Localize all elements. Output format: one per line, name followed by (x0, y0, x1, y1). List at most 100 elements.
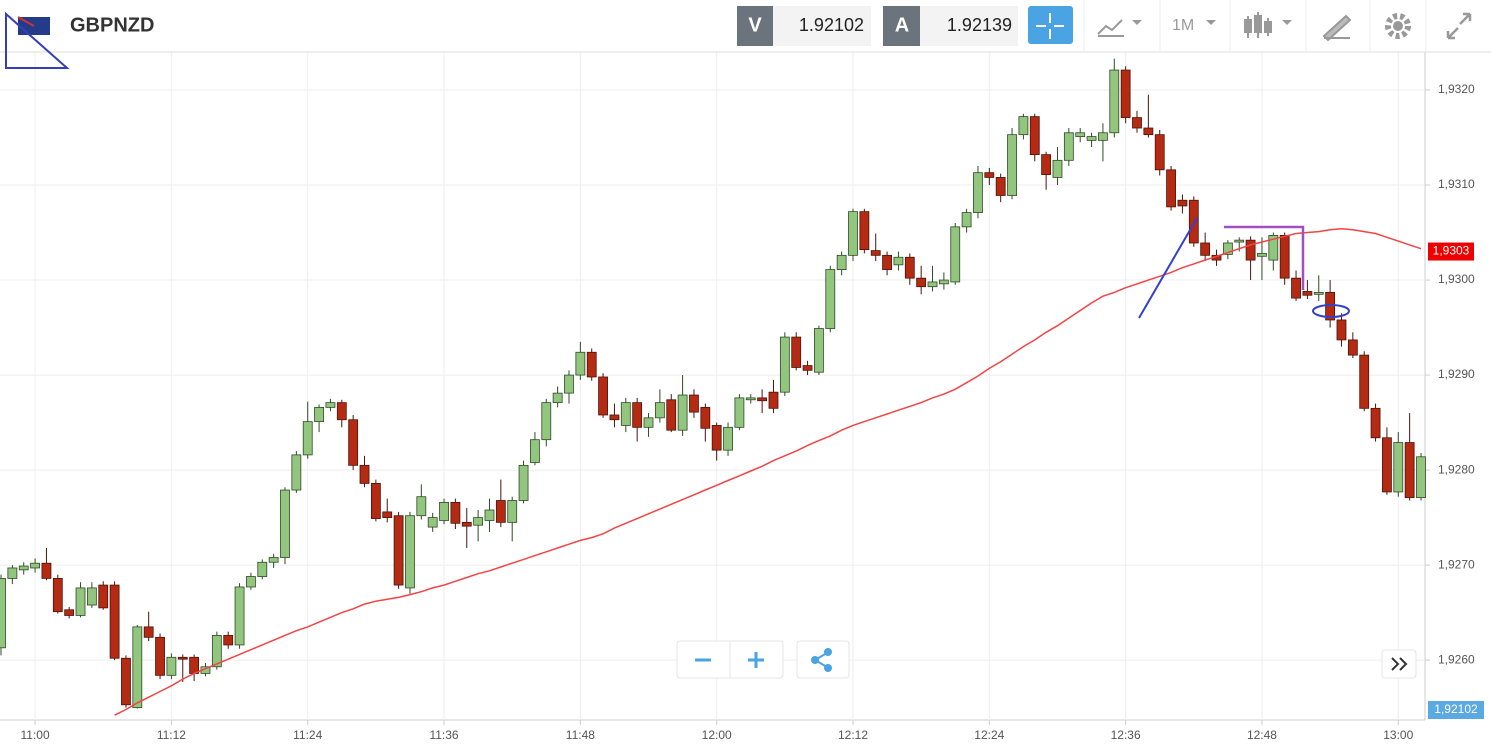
candle-button[interactable] (1244, 12, 1272, 38)
sell-price: 1.92102 (799, 15, 864, 35)
candle-body (211, 635, 222, 668)
symbol: GBPNZD (70, 14, 154, 36)
candle-body (450, 502, 461, 524)
candle-body (0, 578, 6, 649)
candle-body (609, 414, 620, 421)
candle-body (223, 635, 234, 646)
share-icon (824, 648, 832, 656)
buy-button[interactable] (883, 6, 920, 46)
candle-body (1120, 69, 1131, 118)
buy-price: 1.92139 (947, 15, 1012, 35)
share-icon (824, 664, 832, 672)
candle-body (86, 587, 97, 606)
candle-body (143, 626, 154, 638)
candle-body (859, 211, 870, 251)
candle-body (825, 269, 836, 329)
candle-body (1109, 69, 1120, 134)
drawn-line (1138, 217, 1198, 319)
candle-body (586, 351, 597, 378)
candle-body (1007, 134, 1017, 196)
candle-body (109, 584, 120, 659)
candle-body (75, 587, 86, 616)
x-tick-label: 12:36 (1111, 728, 1141, 742)
candle-body (52, 578, 63, 613)
candle-body (484, 509, 495, 521)
crosshair-icon (1036, 13, 1064, 39)
y-tick-label: 1,9300 (1438, 272, 1475, 286)
candle-body (779, 336, 790, 393)
candle-body (870, 250, 881, 256)
x-tick-label: 11:36 (429, 728, 458, 742)
candle-body (64, 609, 75, 616)
candle-body (393, 515, 404, 586)
candle-body (711, 425, 722, 451)
x-tick-label: 12:24 (974, 728, 1004, 742)
candle-body (1166, 169, 1176, 208)
candle-body (1382, 437, 1392, 493)
dropdown-icon (1282, 20, 1292, 25)
candle-body (359, 464, 370, 484)
candle-body (984, 172, 995, 178)
candle-body (7, 567, 18, 579)
candle-body (723, 426, 733, 451)
candle-body (1325, 292, 1336, 321)
candle-body (325, 402, 336, 408)
candle-body (973, 172, 983, 213)
candle-body (302, 421, 313, 456)
price-tag (1428, 242, 1474, 261)
candle-body (177, 656, 188, 660)
moving-average-line (114, 227, 1422, 716)
settings-button[interactable] (1385, 13, 1411, 39)
candle-body (1245, 239, 1256, 261)
y-tick-label: 1,9260 (1438, 652, 1475, 666)
scroll-icon (1391, 657, 1408, 671)
y-tick-label: 1,9310 (1438, 177, 1475, 191)
candle-body (1143, 127, 1154, 136)
candle-body (598, 376, 608, 416)
zoom-in-button[interactable] (748, 652, 764, 668)
share-icon (811, 656, 819, 664)
candle-body (1029, 116, 1040, 156)
y-tick-label: 1,9290 (1438, 367, 1475, 381)
bid-tag (1428, 701, 1484, 719)
candle-body (575, 351, 586, 376)
plot-area: 1,9260 1,9270 1,9280 1,9290 1,9300 1,9310 1,93… (0, 52, 1475, 742)
buy-price-box[interactable] (920, 6, 1018, 46)
buy-label: A (895, 14, 909, 36)
candle-body (1177, 199, 1188, 207)
candle-body (1086, 136, 1097, 141)
flag-icon (17, 16, 35, 27)
candle-body (768, 391, 779, 409)
x-tick-label: 11:24 (293, 728, 322, 742)
candle-body (41, 562, 52, 579)
x-tick-label: 13:00 (1383, 728, 1413, 742)
price-tag-label: 1,9303 (1433, 244, 1470, 258)
candle-body (268, 557, 279, 563)
share-button[interactable] (796, 640, 850, 679)
draw-button[interactable] (1322, 14, 1352, 42)
sell-button[interactable] (737, 6, 773, 46)
candle-body (1222, 242, 1233, 255)
timeframe[interactable]: 1M (1172, 17, 1194, 34)
candle-body (1359, 354, 1370, 409)
fullscreen-button[interactable] (1446, 12, 1472, 40)
sell-price-box[interactable] (773, 6, 871, 46)
candle-body (166, 656, 177, 676)
candle-body (643, 417, 654, 428)
candle-body (155, 636, 165, 676)
candle-body (1313, 292, 1324, 295)
candle-body (689, 394, 699, 413)
candle-body (234, 586, 245, 646)
candle-body (1234, 239, 1245, 243)
candle-body (336, 402, 347, 421)
candle-body (246, 576, 256, 588)
chart-type-button[interactable] (1097, 19, 1124, 37)
candle-body (1154, 134, 1165, 171)
crosshair-button[interactable] (1028, 6, 1073, 44)
candle-body (121, 657, 131, 706)
candle-body (132, 626, 143, 709)
candle-body (370, 482, 381, 519)
candle-body (757, 397, 768, 402)
candle-body (382, 511, 393, 519)
